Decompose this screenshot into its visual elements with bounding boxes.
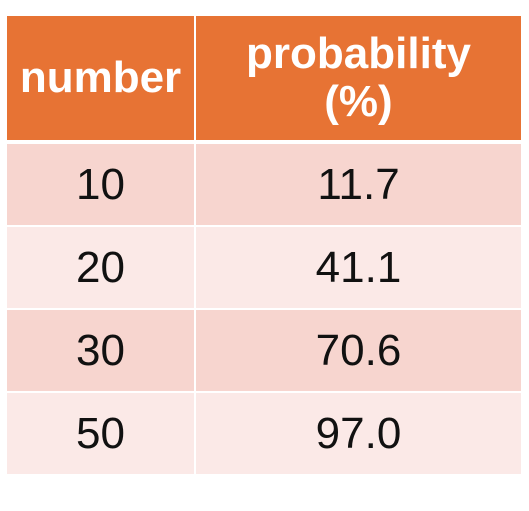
cell-number: 30 bbox=[7, 310, 196, 393]
table-header: number probability (%) bbox=[7, 16, 521, 144]
header-number: number bbox=[7, 16, 196, 144]
table-body: 10 11.7 20 41.1 30 70.6 50 97.0 bbox=[7, 144, 521, 474]
table-row: 30 70.6 bbox=[7, 310, 521, 393]
table-row: 50 97.0 bbox=[7, 393, 521, 474]
header-probability: probability (%) bbox=[196, 16, 521, 144]
cell-probability: 70.6 bbox=[196, 310, 521, 393]
table-row: 20 41.1 bbox=[7, 227, 521, 310]
cell-probability: 97.0 bbox=[196, 393, 521, 474]
cell-probability: 11.7 bbox=[196, 144, 521, 227]
cell-number: 10 bbox=[7, 144, 196, 227]
probability-table: number probability (%) 10 11.7 20 41.1 3… bbox=[7, 16, 521, 474]
cell-number: 20 bbox=[7, 227, 196, 310]
header-probability-label: probability bbox=[246, 29, 471, 78]
header-row: number probability (%) bbox=[7, 16, 521, 144]
table-row: 10 11.7 bbox=[7, 144, 521, 227]
header-number-label: number bbox=[19, 53, 182, 102]
cell-probability: 41.1 bbox=[196, 227, 521, 310]
cell-number: 50 bbox=[7, 393, 196, 474]
header-probability-unit: (%) bbox=[324, 77, 393, 126]
